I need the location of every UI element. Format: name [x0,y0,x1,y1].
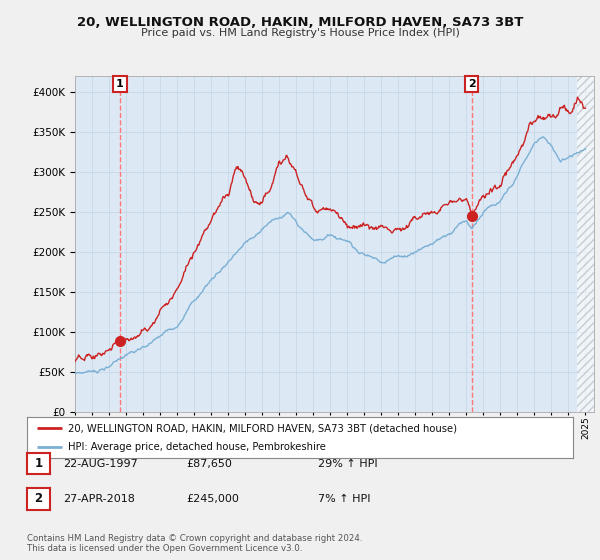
Text: 20, WELLINGTON ROAD, HAKIN, MILFORD HAVEN, SA73 3BT (detached house): 20, WELLINGTON ROAD, HAKIN, MILFORD HAVE… [68,423,457,433]
Text: 1: 1 [34,457,43,470]
Text: Price paid vs. HM Land Registry's House Price Index (HPI): Price paid vs. HM Land Registry's House … [140,28,460,38]
Text: Contains HM Land Registry data © Crown copyright and database right 2024.
This d: Contains HM Land Registry data © Crown c… [27,534,362,553]
Text: 2: 2 [34,492,43,506]
Text: HPI: Average price, detached house, Pembrokeshire: HPI: Average price, detached house, Pemb… [68,442,326,451]
Text: 2: 2 [468,79,476,89]
Text: 20, WELLINGTON ROAD, HAKIN, MILFORD HAVEN, SA73 3BT: 20, WELLINGTON ROAD, HAKIN, MILFORD HAVE… [77,16,523,29]
Text: 22-AUG-1997: 22-AUG-1997 [63,459,138,469]
Text: £245,000: £245,000 [186,494,239,504]
Text: £87,650: £87,650 [186,459,232,469]
Text: 29% ↑ HPI: 29% ↑ HPI [318,459,377,469]
Text: 1: 1 [116,79,124,89]
Bar [577,76,594,412]
Text: 27-APR-2018: 27-APR-2018 [63,494,135,504]
Text: 7% ↑ HPI: 7% ↑ HPI [318,494,371,504]
